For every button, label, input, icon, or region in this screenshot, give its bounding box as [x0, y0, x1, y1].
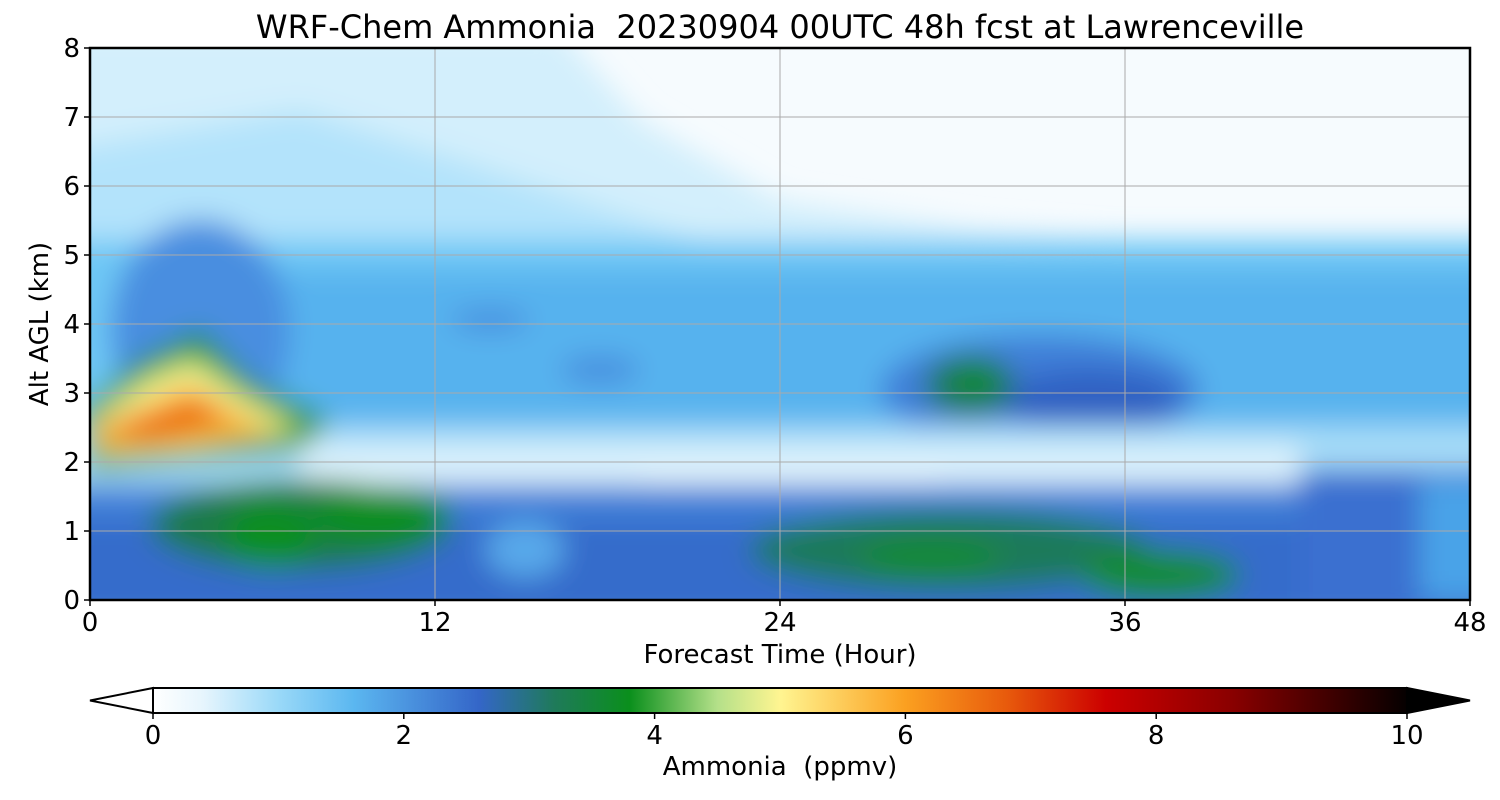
y-tick-label: 8 — [63, 34, 80, 64]
x-axis-label: Forecast Time (Hour) — [643, 640, 917, 670]
x-tick-label: 0 — [82, 608, 99, 638]
colorbar-tick-label: 8 — [1148, 721, 1165, 751]
y-axis: 0 1 2 3 4 5 6 7 8 — [63, 34, 90, 616]
y-tick-label: 2 — [63, 448, 80, 478]
colorbar-tick-label: 6 — [897, 721, 914, 751]
x-axis: 0 12 24 36 48 — [82, 600, 1487, 638]
x-tick-label: 36 — [1108, 608, 1141, 638]
colorbar-gradient — [153, 688, 1407, 713]
y-tick-label: 7 — [63, 103, 80, 133]
y-tick-label: 3 — [63, 379, 80, 409]
colorbar-extend-high — [1406, 686, 1471, 715]
y-tick-label: 0 — [63, 586, 80, 616]
chart-title: WRF-Chem Ammonia 20230904 00UTC 48h fcst… — [255, 8, 1305, 46]
x-tick-label: 48 — [1453, 608, 1486, 638]
colorbar-extend-low — [89, 686, 154, 715]
colorbar: 0 2 4 6 8 10 — [89, 686, 1471, 751]
colorbar-tick-label: 2 — [396, 721, 413, 751]
colorbar-tick-label: 4 — [646, 721, 663, 751]
x-tick-label: 24 — [763, 608, 796, 638]
y-axis-label: Alt AGL (km) — [25, 241, 55, 407]
colorbar-frame — [152, 687, 1408, 714]
colorbar-tick-label: 0 — [145, 721, 162, 751]
colorbar-tick-label: 10 — [1390, 721, 1423, 751]
y-tick-label: 5 — [63, 241, 80, 271]
y-tick-label: 4 — [63, 310, 80, 340]
y-tick-label: 1 — [63, 517, 80, 547]
colorbar-label: Ammonia (ppmv) — [662, 752, 898, 782]
y-tick-label: 6 — [63, 172, 80, 202]
x-tick-label: 12 — [418, 608, 451, 638]
